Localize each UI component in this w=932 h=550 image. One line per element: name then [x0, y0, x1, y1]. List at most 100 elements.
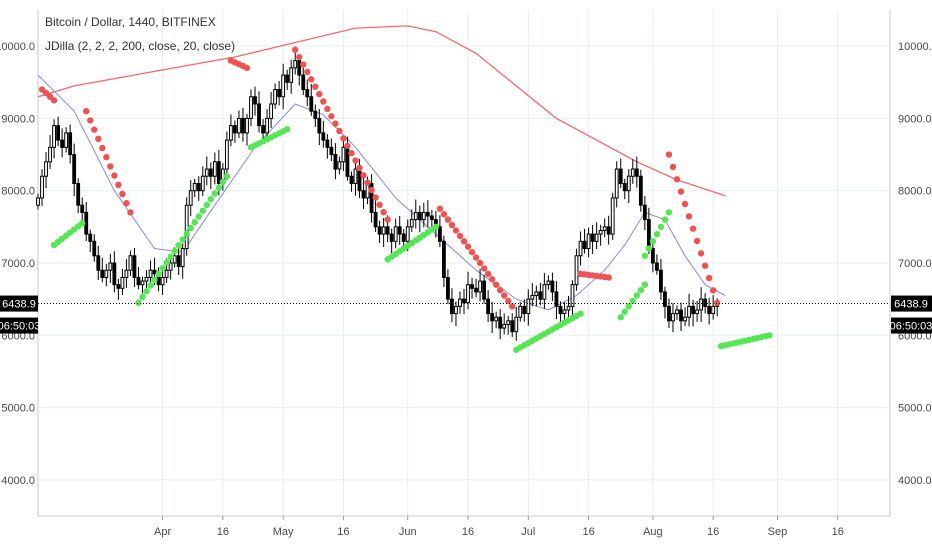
- candle-body: [325, 139, 330, 148]
- candle-body: [345, 146, 350, 177]
- candle-body: [96, 255, 101, 271]
- candle: [269, 91, 274, 129]
- candle-body: [257, 103, 261, 127]
- candle-body: [638, 175, 643, 206]
- candle: [446, 269, 450, 304]
- indicator-dot: [440, 211, 448, 218]
- candle: [510, 313, 515, 338]
- candle-body: [570, 284, 575, 307]
- candle: [462, 288, 466, 315]
- indicator-dot: [645, 245, 653, 252]
- candle-body: [160, 276, 165, 286]
- candle: [574, 248, 579, 291]
- candle-body: [361, 190, 366, 199]
- indicator-dot: [308, 76, 315, 83]
- indicator-dot: [432, 223, 440, 231]
- indicator-dot: [372, 194, 379, 201]
- candle-body: [691, 305, 695, 315]
- candle: [72, 143, 77, 197]
- indicator-dot: [187, 224, 194, 232]
- indicator-dot: [312, 83, 319, 90]
- candle: [196, 176, 201, 201]
- candle: [249, 89, 253, 127]
- candle-body: [490, 313, 495, 322]
- candle: [309, 84, 314, 116]
- candle-body: [546, 280, 551, 286]
- candle: [60, 128, 65, 158]
- y-tick-label: 7000.0: [898, 258, 932, 270]
- candle-body: [72, 154, 77, 184]
- candle: [36, 193, 40, 210]
- candle: [64, 127, 69, 153]
- candle: [542, 272, 547, 310]
- indicator-dot: [127, 209, 134, 216]
- candle-body: [337, 161, 342, 170]
- candle: [683, 307, 687, 327]
- candle-body: [703, 298, 708, 307]
- indicator-dot: [211, 190, 219, 197]
- indicator-dot: [657, 223, 665, 231]
- indicator-dot: [135, 299, 142, 306]
- indicator-dot: [488, 276, 496, 283]
- candle-body: [309, 96, 314, 112]
- candle: [598, 224, 603, 246]
- indicator-dot: [505, 297, 512, 305]
- candle: [124, 259, 129, 289]
- candle: [659, 259, 663, 301]
- candle: [482, 274, 487, 304]
- candle-body: [634, 168, 639, 177]
- y-tick-label: 10000.0: [898, 41, 932, 53]
- candle: [582, 228, 587, 254]
- indicator-dot: [496, 286, 504, 294]
- candle-body: [671, 313, 675, 322]
- candle: [96, 246, 101, 280]
- candle: [534, 285, 539, 307]
- indicator-dot: [207, 196, 215, 203]
- candle-body: [48, 146, 52, 163]
- indicator-dot: [661, 216, 669, 223]
- indicator-dot: [376, 201, 383, 209]
- countdown-badge-left-text: 06:50:03: [0, 321, 40, 333]
- candle-body: [36, 197, 40, 206]
- candle: [654, 254, 659, 275]
- candle: [56, 116, 61, 147]
- indicator-dot: [191, 219, 198, 226]
- candle-body: [534, 291, 539, 297]
- candle: [132, 247, 137, 287]
- candle-body: [180, 248, 185, 268]
- candle: [429, 209, 434, 227]
- candle-body: [413, 211, 418, 221]
- candle-body: [128, 255, 133, 271]
- candle-body: [642, 204, 647, 221]
- indicator-dot: [673, 176, 681, 183]
- x-tick-label: Sep: [768, 526, 788, 538]
- candle-body: [192, 182, 197, 192]
- candle-body: [646, 219, 651, 250]
- indicator-dot: [480, 265, 488, 272]
- indicator-dot: [103, 154, 110, 161]
- indicator-dot: [300, 61, 307, 68]
- candle-body: [538, 291, 543, 300]
- candle: [594, 222, 599, 250]
- y-tick-label: 9000.0: [1, 113, 35, 125]
- candle-body: [478, 280, 482, 293]
- candle-body: [341, 146, 346, 163]
- indicator-dot: [151, 276, 158, 283]
- candle: [337, 156, 342, 175]
- indicator-dot: [139, 293, 146, 301]
- candle: [212, 152, 217, 185]
- x-tick-label: Jun: [399, 526, 417, 538]
- indicator-dot: [95, 135, 102, 142]
- indicator-dot: [324, 105, 331, 113]
- candle: [305, 79, 310, 107]
- indicator-dot: [123, 200, 130, 207]
- candle-body: [711, 305, 716, 315]
- candle: [530, 283, 535, 307]
- candle-body: [622, 182, 627, 192]
- candle: [494, 311, 499, 329]
- candle: [650, 242, 655, 273]
- candle-body: [353, 168, 358, 184]
- candle-body: [389, 233, 394, 242]
